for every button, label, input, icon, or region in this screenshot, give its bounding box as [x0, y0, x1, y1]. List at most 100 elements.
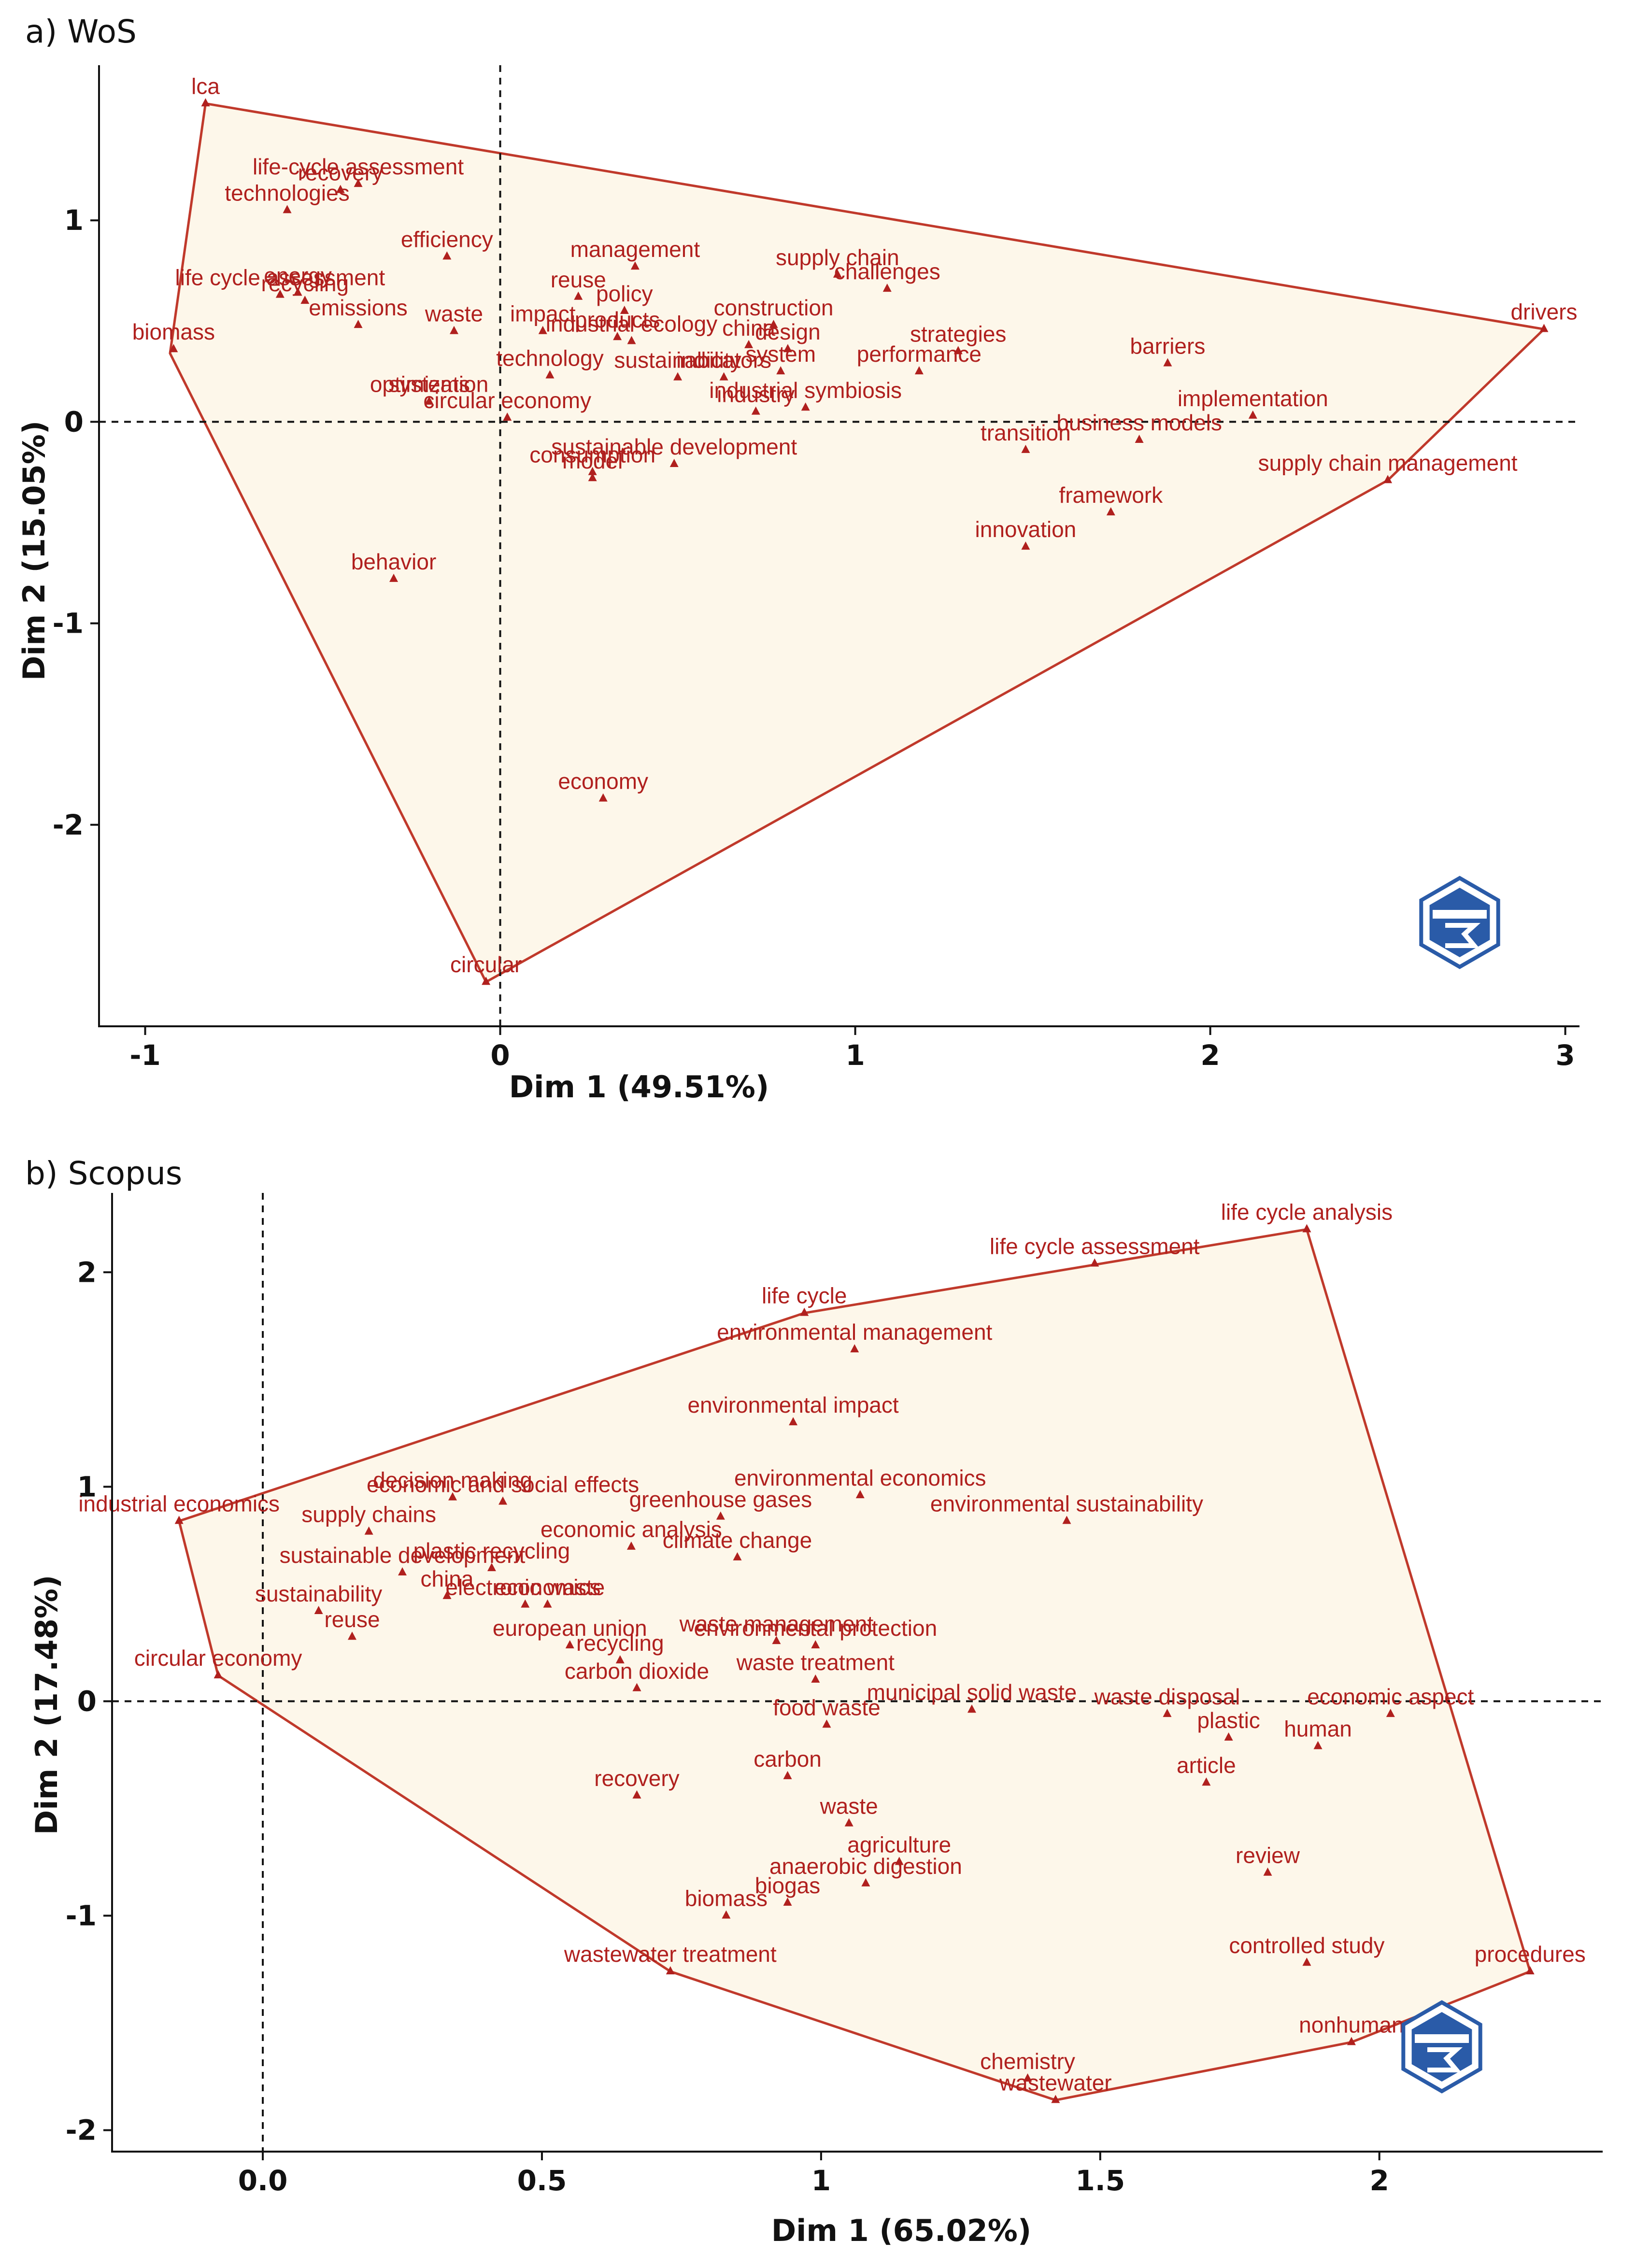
point-scopus-procedures: procedures — [1475, 1942, 1586, 1974]
point-wos-optimization: optimization — [370, 372, 488, 405]
marker-triangle — [1313, 1741, 1323, 1749]
point-wos-management: management — [570, 237, 700, 270]
point-scopus-climate-change: climate change — [663, 1528, 812, 1560]
point-wos-efficiency: efficiency — [401, 227, 493, 260]
point-scopus-plastic-recycling: plastic recycling — [413, 1538, 570, 1572]
marker-triangle — [719, 372, 728, 381]
point-scopus-human: human — [1284, 1716, 1352, 1749]
point-scopus-waste-treatment: waste treatment — [736, 1650, 895, 1683]
marker-triangle — [1302, 1957, 1311, 1966]
point-scopus-carbon: carbon — [754, 1746, 822, 1779]
point-label: environmental protection — [694, 1616, 937, 1641]
x-tick-label: 3 — [1555, 1039, 1575, 1072]
point-wos-industrial-symbiosis: industrial symbiosis — [709, 378, 902, 411]
y-tick-label: 0 — [77, 1685, 97, 1717]
point-scopus-european-union: european union — [493, 1616, 647, 1648]
point-label: life cycle assessment — [990, 1234, 1200, 1259]
point-label: consumption — [529, 442, 655, 468]
point-wos-business-models: business models — [1056, 410, 1222, 443]
point-label: system — [745, 341, 816, 367]
y-axis-title-scopus: Dim 2 (17.48%) — [29, 1575, 64, 1835]
point-scopus-environmental-economics: environmental economics — [734, 1465, 986, 1499]
point-scopus-plastic: plastic — [1197, 1708, 1260, 1741]
x-tick-label: -1 — [129, 1039, 160, 1072]
panel-title-wos: a) WoS — [25, 13, 137, 50]
point-wos-barriers: barriers — [1130, 333, 1205, 367]
marker-triangle — [283, 205, 292, 213]
point-wos-supply-chain-management: supply chain management — [1258, 450, 1518, 483]
marker-triangle — [1106, 507, 1115, 516]
logo-mark — [1445, 923, 1481, 948]
point-wos-china: china — [722, 315, 775, 348]
marker-triangle — [169, 344, 178, 353]
biblioshiny-logo-icon — [1419, 876, 1500, 969]
point-label: reuse — [551, 267, 606, 292]
point-wos-recovery: recovery — [298, 160, 383, 193]
marker-triangle — [565, 1640, 574, 1648]
x-ticks-wos: -1 0 1 2 3 — [129, 1026, 1575, 1072]
marker-triangle — [450, 326, 459, 334]
y-tick-label: 1 — [64, 204, 84, 237]
point-label: transition — [981, 420, 1071, 445]
point-label: european union — [493, 1616, 647, 1641]
point-label: greenhouse gases — [629, 1487, 812, 1512]
point-label: innovation — [975, 517, 1077, 542]
point-wos-system: system — [745, 341, 816, 375]
marker-triangle — [538, 326, 547, 334]
point-label: emissions — [309, 295, 408, 320]
marker-triangle — [574, 291, 583, 300]
point-label: environmental impact — [687, 1392, 898, 1418]
point-label: biogas — [755, 1873, 821, 1898]
marker-triangle — [425, 396, 434, 405]
marker-triangle — [626, 1541, 636, 1550]
point-wos-circular: circular — [450, 952, 522, 985]
point-scopus-environmental-impact: environmental impact — [687, 1392, 899, 1426]
point-label: technology — [496, 345, 604, 370]
point-scopus-decision-making: decision making — [373, 1468, 532, 1501]
point-label: systems — [388, 372, 470, 397]
marker-triangle — [1021, 444, 1030, 453]
point-label: decision making — [373, 1468, 532, 1493]
point-scopus-recovery: recovery — [594, 1766, 680, 1799]
marker-triangle — [1062, 1516, 1071, 1524]
point-label: municipal solid waste — [867, 1680, 1077, 1705]
point-label: plastic — [1197, 1708, 1260, 1733]
marker-triangle — [354, 320, 363, 328]
point-label: impact — [510, 301, 576, 326]
point-scopus-sustainable-development: sustainable development — [280, 1543, 526, 1576]
point-scopus-supply-chains: supply chains — [301, 1502, 436, 1535]
y-tick-label: -2 — [53, 808, 84, 841]
point-scopus-waste: waste — [820, 1794, 878, 1827]
marker-triangle — [613, 332, 622, 340]
point-label: strategies — [910, 321, 1006, 346]
point-scopus-article: article — [1177, 1753, 1236, 1786]
y-tick-label: -1 — [53, 607, 84, 640]
y-axis-title-wos: Dim 2 (15.05%) — [16, 421, 52, 681]
point-scopus-biogas: biogas — [755, 1873, 821, 1906]
y-ticks-scopus: -2 -1 0 1 2 — [66, 1256, 112, 2147]
marker-triangle — [442, 251, 452, 260]
point-scopus-waste-disposal: waste disposal — [1094, 1684, 1240, 1717]
marker-triangle — [1163, 358, 1172, 367]
marker-triangle — [967, 1704, 976, 1713]
point-label: industrial ecology — [546, 312, 717, 337]
marker-triangle — [201, 98, 210, 107]
point-label: economic aspect — [1307, 1684, 1474, 1709]
point-scopus-china: china — [420, 1566, 474, 1599]
point-label: economic and social effects — [367, 1472, 639, 1497]
point-label: electronic waste — [445, 1575, 605, 1600]
x-axis-title-wos: Dim 1 (49.51%) — [509, 1069, 769, 1105]
marker-triangle — [1383, 475, 1393, 483]
marker-triangle — [772, 1636, 781, 1644]
point-wos-technologies: technologies — [225, 180, 350, 213]
point-label: food waste — [773, 1695, 880, 1720]
point-wos-innovation: innovation — [975, 517, 1077, 550]
marker-triangle — [882, 284, 892, 292]
point-label: products — [575, 307, 660, 332]
point-label: lca — [191, 73, 220, 99]
marker-triangle — [442, 1590, 452, 1599]
marker-triangle — [783, 1897, 792, 1906]
marker-triangle — [722, 1910, 731, 1919]
logo-hexagon-inner — [1429, 888, 1490, 957]
